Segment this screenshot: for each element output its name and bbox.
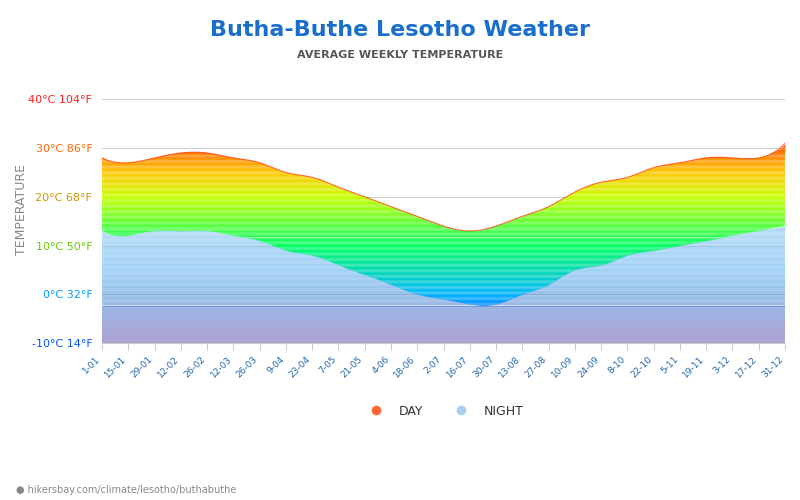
Y-axis label: TEMPERATURE: TEMPERATURE [15,164,28,254]
Text: AVERAGE WEEKLY TEMPERATURE: AVERAGE WEEKLY TEMPERATURE [297,50,503,60]
Text: Butha-Buthe Lesotho Weather: Butha-Buthe Lesotho Weather [210,20,590,40]
Legend: DAY, NIGHT: DAY, NIGHT [359,400,528,422]
Text: ● hikersbay.com/climate/lesotho/buthabuthe: ● hikersbay.com/climate/lesotho/buthabut… [16,485,236,495]
